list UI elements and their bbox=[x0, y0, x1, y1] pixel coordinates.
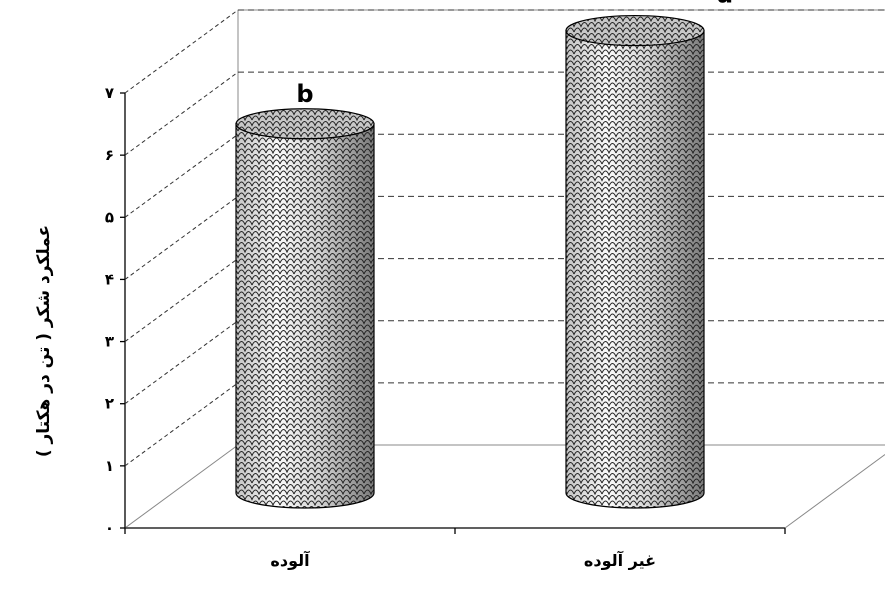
y-tick-label: ۱ bbox=[105, 457, 114, 475]
significance-letter: b bbox=[296, 80, 313, 108]
y-tick-label: ۲ bbox=[105, 395, 114, 413]
gridline-side bbox=[124, 258, 239, 342]
y-tick-label: ۰ bbox=[105, 519, 114, 537]
bar bbox=[235, 108, 375, 509]
y-axis-label: عملکرد شکر ( تن در هکتار ) bbox=[34, 224, 54, 457]
gridline-side bbox=[124, 196, 239, 280]
bar-top bbox=[565, 14, 705, 47]
bar-top bbox=[235, 108, 375, 140]
gridline-side bbox=[124, 133, 239, 218]
bar bbox=[565, 14, 705, 509]
bar-body bbox=[235, 123, 375, 509]
gridline-side bbox=[124, 382, 239, 467]
gridline-side bbox=[124, 320, 239, 405]
y-tick-label: ۳ bbox=[105, 333, 114, 351]
bar-body bbox=[565, 29, 705, 509]
x-tick-label: آلوده bbox=[270, 550, 310, 570]
gridline-side bbox=[124, 71, 239, 156]
significance-letter: a bbox=[717, 0, 733, 9]
y-tick-label: ۷ bbox=[105, 84, 114, 102]
y-tick-label: ۵ bbox=[105, 208, 114, 226]
gridline-side bbox=[124, 9, 239, 94]
y-tick-label: ۴ bbox=[105, 270, 114, 288]
floor-left-edge bbox=[124, 444, 239, 529]
y-tick-label: ۶ bbox=[105, 146, 114, 164]
x-tick-label: غیر آلوده bbox=[584, 550, 656, 570]
floor-right-edge bbox=[784, 454, 885, 529]
